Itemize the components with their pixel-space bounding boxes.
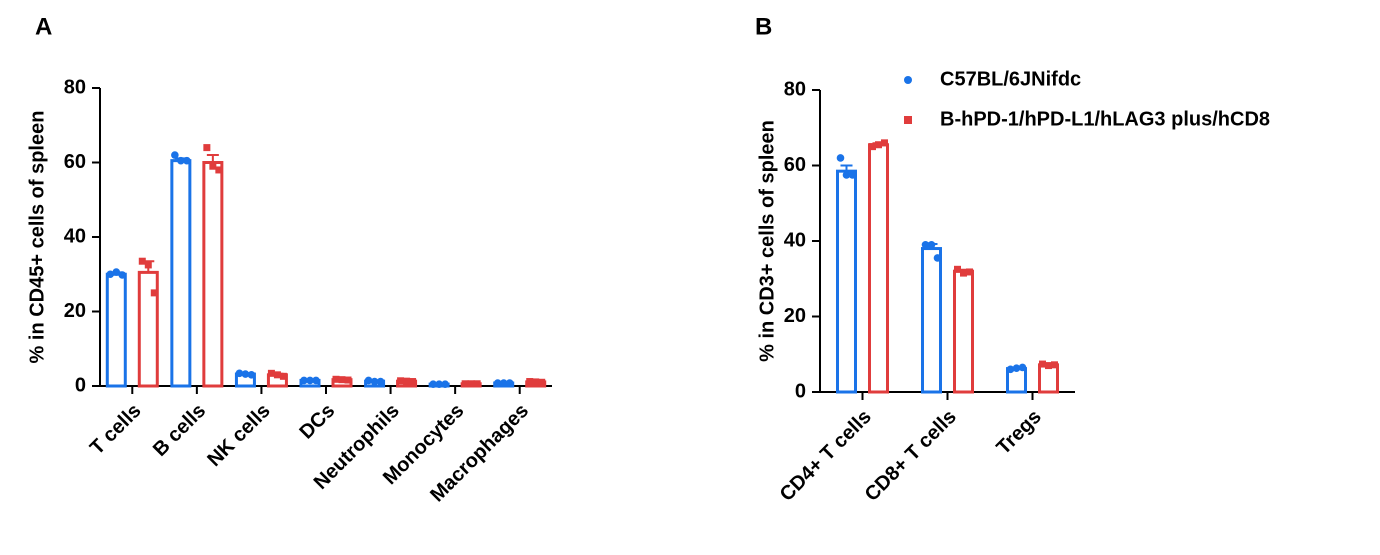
data-point <box>473 380 481 388</box>
data-point <box>332 375 340 383</box>
data-point <box>112 268 121 276</box>
bar <box>868 143 889 394</box>
data-point <box>960 269 967 277</box>
data-point <box>376 377 385 386</box>
y-tick-label: 60 <box>64 151 86 173</box>
data-point <box>875 141 882 149</box>
data-point <box>312 376 320 385</box>
data-point <box>499 379 508 387</box>
data-point <box>106 270 115 279</box>
x-tick-label: T cells <box>86 400 146 460</box>
data-point <box>209 162 217 170</box>
data-point <box>241 370 250 378</box>
data-point <box>403 377 411 385</box>
data-point <box>526 378 534 386</box>
data-point <box>247 371 256 379</box>
data-point <box>144 261 152 269</box>
y-tick-label: 40 <box>64 225 86 247</box>
y-axis-label: % in CD45+ cells of spleen <box>26 111 48 364</box>
data-point <box>532 378 540 386</box>
error-bar <box>840 164 853 172</box>
data-point <box>927 240 936 249</box>
data-point <box>505 379 514 387</box>
data-point <box>1018 363 1027 372</box>
y-tick-label: 40 <box>784 229 806 251</box>
data-point <box>300 376 308 385</box>
bar <box>836 169 857 394</box>
data-point <box>138 257 146 265</box>
data-point <box>279 372 287 380</box>
data-point <box>467 380 475 388</box>
y-tick-label: 20 <box>64 300 86 322</box>
data-point <box>306 376 314 385</box>
data-point <box>441 380 449 388</box>
data-point <box>848 171 857 179</box>
y-tick-label: 80 <box>64 76 86 98</box>
y-tick-label: 60 <box>784 154 806 176</box>
bar <box>953 269 974 394</box>
data-point <box>1039 360 1046 368</box>
data-point <box>966 268 973 276</box>
x-tick-label: NK cells <box>203 400 274 471</box>
x-tick-label: CD8+ T cells <box>861 406 961 506</box>
data-point <box>836 154 845 162</box>
data-point <box>338 376 346 384</box>
data-point <box>177 156 185 165</box>
data-point <box>921 240 930 249</box>
panel-label: A <box>35 13 52 40</box>
data-point <box>235 369 244 378</box>
data-point <box>370 377 379 386</box>
bar <box>202 161 224 388</box>
y-tick-label: 80 <box>784 78 806 100</box>
legend-marker <box>904 76 912 84</box>
y-axis-label: % in CD3+ cells of spleen <box>756 120 778 362</box>
data-point <box>118 271 127 279</box>
y-tick-label: 0 <box>75 374 86 396</box>
data-point <box>273 371 281 379</box>
data-point <box>1012 364 1021 373</box>
legend-marker <box>904 116 912 124</box>
data-point <box>538 378 546 386</box>
data-point <box>842 171 851 179</box>
x-tick-label: B cells <box>149 400 210 461</box>
data-point <box>1045 362 1052 370</box>
data-point <box>183 156 191 165</box>
panel-label: B <box>755 13 772 40</box>
bar <box>170 159 192 388</box>
data-point <box>954 265 961 273</box>
error-bar <box>206 154 219 163</box>
data-point <box>1051 361 1058 369</box>
data-point <box>1006 365 1015 374</box>
legend-label: C57BL/6JNifdc <box>940 68 1081 90</box>
x-tick-label: Tregs <box>992 406 1045 459</box>
data-point <box>435 380 443 388</box>
data-point <box>397 377 405 385</box>
data-point <box>203 144 211 152</box>
data-point <box>869 143 876 151</box>
data-point <box>171 151 179 159</box>
data-point <box>267 369 275 377</box>
data-point <box>409 378 417 386</box>
bar <box>921 247 942 394</box>
bar <box>105 272 127 388</box>
data-point <box>933 254 942 262</box>
legend-label: B-hPD-1/hPD-L1/hLAG3 plus/hCD8 <box>940 108 1270 130</box>
data-point <box>364 376 373 385</box>
y-tick-label: 20 <box>784 305 806 327</box>
data-point <box>215 166 223 174</box>
data-point <box>344 376 352 384</box>
data-point <box>429 380 437 388</box>
data-point <box>881 139 888 147</box>
data-point <box>461 380 469 388</box>
x-tick-label: DCs <box>295 400 339 444</box>
data-point <box>150 289 158 297</box>
data-point <box>493 379 502 387</box>
y-tick-label: 0 <box>795 380 806 402</box>
